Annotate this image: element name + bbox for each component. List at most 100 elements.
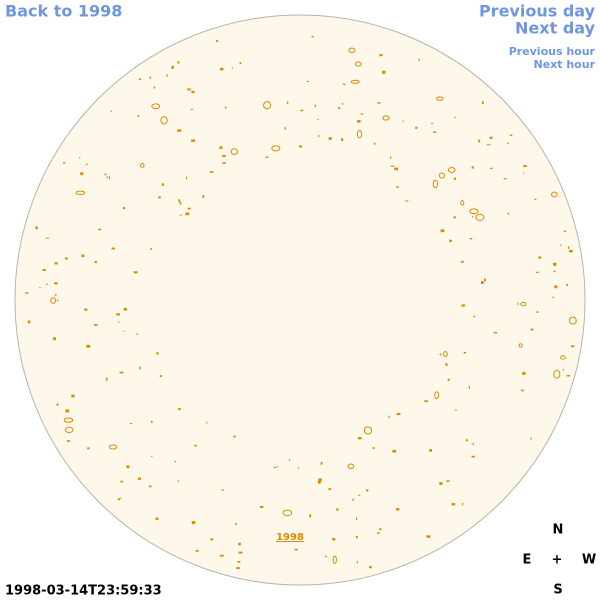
contour: [155, 517, 159, 521]
contour: [318, 135, 320, 138]
contour: [394, 167, 399, 171]
contour: [286, 101, 289, 104]
contour: [85, 163, 88, 165]
contour: [259, 506, 264, 509]
contour: [453, 216, 456, 219]
contour: [455, 409, 457, 411]
contour: [358, 494, 361, 496]
contour: [179, 202, 182, 205]
contour: [415, 126, 418, 129]
contour: [372, 447, 375, 449]
contour: [431, 122, 433, 124]
contour: [405, 200, 409, 202]
contour: [453, 177, 456, 180]
contour: [352, 498, 354, 501]
contour: [150, 420, 153, 424]
contour: [65, 409, 70, 413]
contour: [80, 172, 84, 176]
contour: [190, 108, 193, 110]
contour: [191, 139, 196, 142]
contour: [461, 304, 465, 307]
contour: [239, 62, 242, 65]
contour: [123, 330, 125, 332]
contour: [554, 285, 558, 289]
disk-label-link[interactable]: 1998: [276, 532, 304, 543]
contour-layer: [25, 36, 577, 569]
contour: [195, 549, 199, 552]
contour: [210, 538, 214, 541]
contour: [42, 269, 46, 271]
contour: [110, 110, 112, 112]
contour: [216, 40, 219, 42]
contour: [236, 567, 240, 569]
contour: [45, 237, 49, 239]
contour: [158, 196, 161, 199]
contour: [490, 167, 493, 170]
contour: [271, 145, 281, 152]
contour: [568, 246, 570, 249]
contour: [368, 566, 372, 569]
contour: [520, 301, 527, 307]
contour: [471, 455, 475, 458]
contour: [98, 228, 102, 231]
contour: [263, 101, 272, 110]
contour: [320, 462, 323, 465]
back-link[interactable]: Back to 1998: [5, 2, 122, 21]
previous-day-link[interactable]: Previous day: [479, 2, 596, 21]
contour: [436, 96, 444, 101]
contour: [568, 316, 577, 325]
contour: [136, 333, 139, 335]
contour: [324, 555, 327, 557]
contour: [341, 103, 344, 105]
contour: [277, 465, 279, 468]
contour: [481, 101, 484, 104]
contour: [233, 435, 236, 438]
contour: [171, 65, 175, 69]
contour: [507, 212, 510, 215]
next-hour-link[interactable]: Next hour: [534, 58, 596, 71]
contour: [328, 488, 332, 490]
contour: [429, 448, 432, 452]
contour: [177, 480, 179, 483]
previous-hour-link[interactable]: Previous hour: [509, 45, 596, 58]
contour: [221, 155, 226, 157]
contour: [447, 166, 456, 173]
contour: [153, 86, 156, 89]
contour: [507, 142, 509, 145]
compass-center: +: [552, 553, 563, 568]
contour: [238, 542, 241, 546]
contour: [224, 106, 227, 109]
contour: [503, 178, 507, 180]
contour: [566, 374, 570, 377]
contour: [530, 437, 532, 440]
contour: [52, 337, 56, 341]
contour: [373, 142, 376, 145]
contour: [396, 412, 401, 416]
contour: [194, 444, 197, 447]
contour: [463, 351, 467, 354]
contour: [336, 508, 339, 511]
contour: [120, 480, 124, 483]
contour: [123, 207, 126, 210]
contour: [298, 466, 300, 469]
contour: [552, 262, 557, 266]
contour: [35, 226, 38, 230]
contour: [446, 480, 450, 482]
contour: [230, 148, 239, 155]
contour: [116, 313, 120, 316]
contour: [299, 145, 302, 148]
contour: [517, 302, 519, 305]
contour: [439, 353, 442, 356]
contour: [355, 535, 358, 539]
contour: [395, 508, 400, 511]
contour: [471, 166, 474, 169]
contour: [402, 120, 405, 122]
contour: [379, 54, 383, 57]
contour: [486, 144, 491, 146]
contour: [191, 90, 195, 94]
next-day-link[interactable]: Next day: [515, 19, 596, 38]
contour: [150, 248, 152, 251]
contour: [284, 127, 286, 130]
contour: [438, 172, 446, 179]
contour: [159, 375, 162, 377]
